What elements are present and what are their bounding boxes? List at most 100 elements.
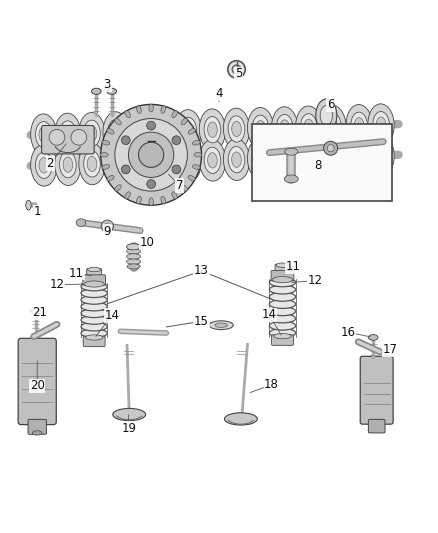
Ellipse shape bbox=[223, 108, 250, 150]
Text: 10: 10 bbox=[139, 236, 154, 249]
Ellipse shape bbox=[132, 149, 148, 176]
Ellipse shape bbox=[132, 119, 148, 145]
Ellipse shape bbox=[39, 158, 49, 173]
Circle shape bbox=[138, 142, 164, 167]
Ellipse shape bbox=[180, 117, 197, 143]
Ellipse shape bbox=[276, 115, 293, 141]
Circle shape bbox=[172, 136, 181, 144]
Ellipse shape bbox=[269, 321, 296, 330]
Ellipse shape bbox=[127, 111, 153, 152]
FancyBboxPatch shape bbox=[18, 338, 56, 425]
Circle shape bbox=[101, 220, 113, 232]
Text: 11: 11 bbox=[286, 260, 301, 273]
Ellipse shape bbox=[224, 413, 257, 425]
FancyBboxPatch shape bbox=[272, 335, 293, 345]
Ellipse shape bbox=[269, 328, 296, 337]
Ellipse shape bbox=[81, 295, 107, 304]
Circle shape bbox=[49, 130, 65, 145]
Ellipse shape bbox=[368, 134, 394, 176]
Ellipse shape bbox=[39, 127, 49, 142]
Ellipse shape bbox=[79, 112, 105, 154]
Ellipse shape bbox=[79, 143, 105, 185]
Ellipse shape bbox=[232, 152, 241, 167]
Ellipse shape bbox=[108, 150, 124, 176]
Ellipse shape bbox=[269, 293, 296, 301]
Text: 13: 13 bbox=[194, 264, 209, 277]
FancyBboxPatch shape bbox=[275, 264, 290, 273]
Ellipse shape bbox=[81, 282, 107, 291]
Ellipse shape bbox=[161, 106, 166, 114]
Ellipse shape bbox=[115, 118, 121, 125]
Ellipse shape bbox=[188, 128, 195, 134]
Ellipse shape bbox=[184, 123, 193, 138]
Ellipse shape bbox=[102, 140, 110, 145]
Ellipse shape bbox=[328, 118, 338, 134]
Ellipse shape bbox=[135, 124, 145, 140]
Ellipse shape bbox=[125, 192, 131, 199]
FancyBboxPatch shape bbox=[83, 275, 106, 285]
Ellipse shape bbox=[256, 151, 265, 167]
Ellipse shape bbox=[328, 149, 338, 164]
Ellipse shape bbox=[184, 154, 193, 169]
Text: 12: 12 bbox=[308, 274, 323, 287]
Ellipse shape bbox=[156, 149, 173, 175]
Ellipse shape bbox=[35, 122, 52, 148]
Ellipse shape bbox=[81, 329, 107, 337]
Ellipse shape bbox=[296, 106, 322, 148]
Ellipse shape bbox=[351, 143, 367, 169]
Ellipse shape bbox=[223, 139, 250, 181]
Ellipse shape bbox=[320, 106, 332, 125]
Ellipse shape bbox=[84, 151, 100, 177]
Ellipse shape bbox=[111, 156, 121, 171]
Ellipse shape bbox=[107, 175, 114, 181]
Ellipse shape bbox=[269, 278, 296, 287]
Ellipse shape bbox=[111, 125, 121, 140]
Ellipse shape bbox=[280, 150, 290, 166]
Bar bbox=[252, 124, 392, 201]
Ellipse shape bbox=[368, 335, 378, 340]
Ellipse shape bbox=[149, 198, 153, 206]
Ellipse shape bbox=[107, 88, 117, 94]
Text: 14: 14 bbox=[262, 308, 277, 321]
Ellipse shape bbox=[81, 302, 107, 311]
Ellipse shape bbox=[269, 285, 296, 294]
Ellipse shape bbox=[60, 121, 76, 147]
Circle shape bbox=[147, 121, 155, 130]
Ellipse shape bbox=[208, 152, 217, 168]
Ellipse shape bbox=[228, 147, 245, 173]
Ellipse shape bbox=[215, 323, 227, 327]
Ellipse shape bbox=[320, 106, 346, 147]
Text: 15: 15 bbox=[194, 315, 209, 328]
Ellipse shape bbox=[127, 142, 153, 183]
FancyBboxPatch shape bbox=[360, 356, 393, 424]
Ellipse shape bbox=[276, 145, 293, 171]
Text: 20: 20 bbox=[30, 379, 45, 392]
Ellipse shape bbox=[92, 88, 101, 94]
Ellipse shape bbox=[81, 322, 107, 331]
Ellipse shape bbox=[208, 122, 217, 138]
Text: 2: 2 bbox=[46, 157, 54, 170]
Ellipse shape bbox=[63, 157, 73, 172]
Ellipse shape bbox=[87, 126, 97, 141]
Text: 1: 1 bbox=[33, 205, 41, 218]
Ellipse shape bbox=[81, 316, 107, 324]
Ellipse shape bbox=[269, 307, 296, 316]
Text: 11: 11 bbox=[69, 266, 84, 280]
Ellipse shape bbox=[209, 321, 233, 329]
Ellipse shape bbox=[115, 185, 121, 191]
Ellipse shape bbox=[376, 148, 386, 163]
FancyBboxPatch shape bbox=[271, 270, 294, 281]
Ellipse shape bbox=[376, 117, 386, 132]
Ellipse shape bbox=[151, 110, 177, 152]
Ellipse shape bbox=[103, 142, 129, 184]
Text: 18: 18 bbox=[264, 378, 279, 391]
Ellipse shape bbox=[137, 106, 141, 114]
Ellipse shape bbox=[325, 113, 341, 139]
Ellipse shape bbox=[272, 277, 293, 282]
Ellipse shape bbox=[180, 148, 197, 174]
Ellipse shape bbox=[194, 152, 202, 157]
Ellipse shape bbox=[256, 120, 265, 136]
Circle shape bbox=[327, 145, 334, 152]
Text: 4: 4 bbox=[215, 87, 223, 100]
Ellipse shape bbox=[159, 154, 169, 169]
